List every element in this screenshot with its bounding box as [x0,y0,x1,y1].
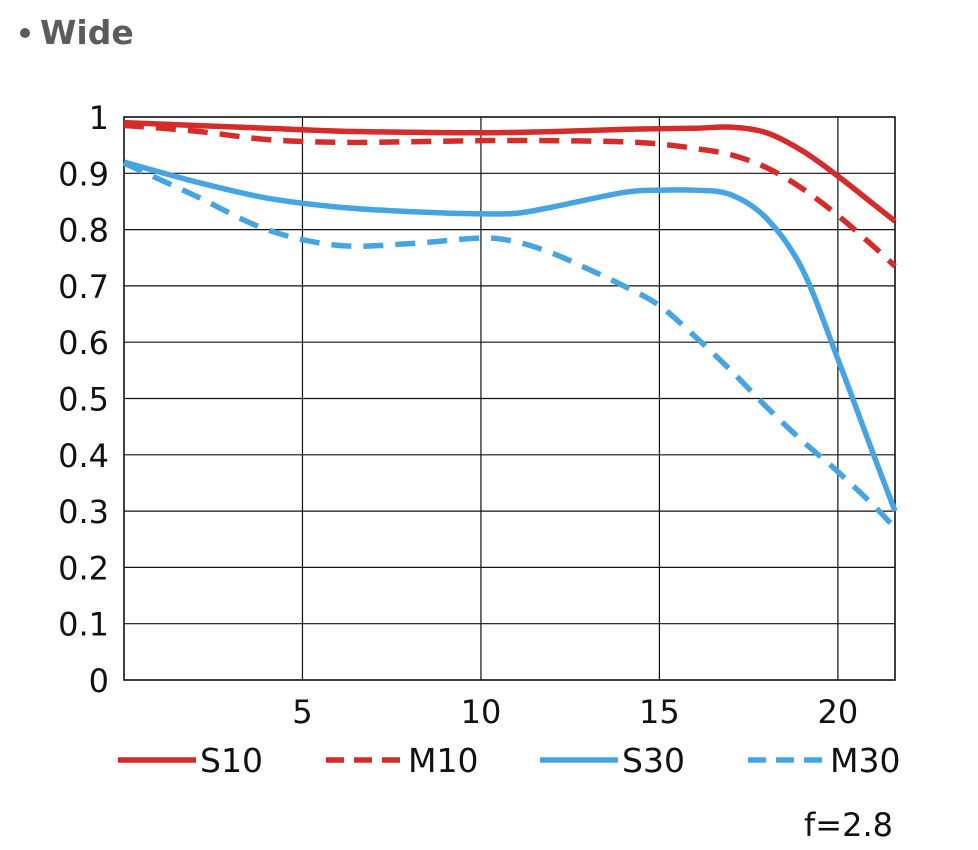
aperture-annotation: f=2.8 [804,806,893,844]
series-line-s30 [123,159,898,513]
y-tick-label: 0.9 [58,155,109,193]
y-tick-label: 0.7 [58,268,109,306]
y-tick-label: 0.3 [58,493,109,531]
chart-title-block: Wide [20,10,134,54]
y-tick-label: 0.6 [58,324,109,362]
y-tick-label: 0.8 [58,212,109,250]
series-line-m30 [122,160,897,530]
y-tick-label: 0.2 [58,549,109,587]
series-line-s10 [123,119,897,224]
legend-label-m30: M30 [830,741,900,780]
chart-title: Wide [40,12,134,52]
y-tick-label: 0.1 [58,606,109,644]
legend-label-m10: M10 [408,741,478,780]
x-tick-label: 5 [292,693,312,731]
bullet-dot-icon [20,28,30,38]
y-tick-label: 0.5 [58,381,109,419]
x-tick-label: 20 [818,693,859,731]
legend-label-s10: S10 [200,741,263,780]
x-tick-label: 15 [639,693,680,731]
y-tick-label: 0.4 [58,437,109,475]
series-line-m10 [123,122,897,269]
y-tick-label: 0 [89,662,109,700]
legend-label-s30: S30 [622,741,685,780]
x-tick-label: 10 [461,693,502,731]
y-tick-label: 1 [89,99,109,137]
